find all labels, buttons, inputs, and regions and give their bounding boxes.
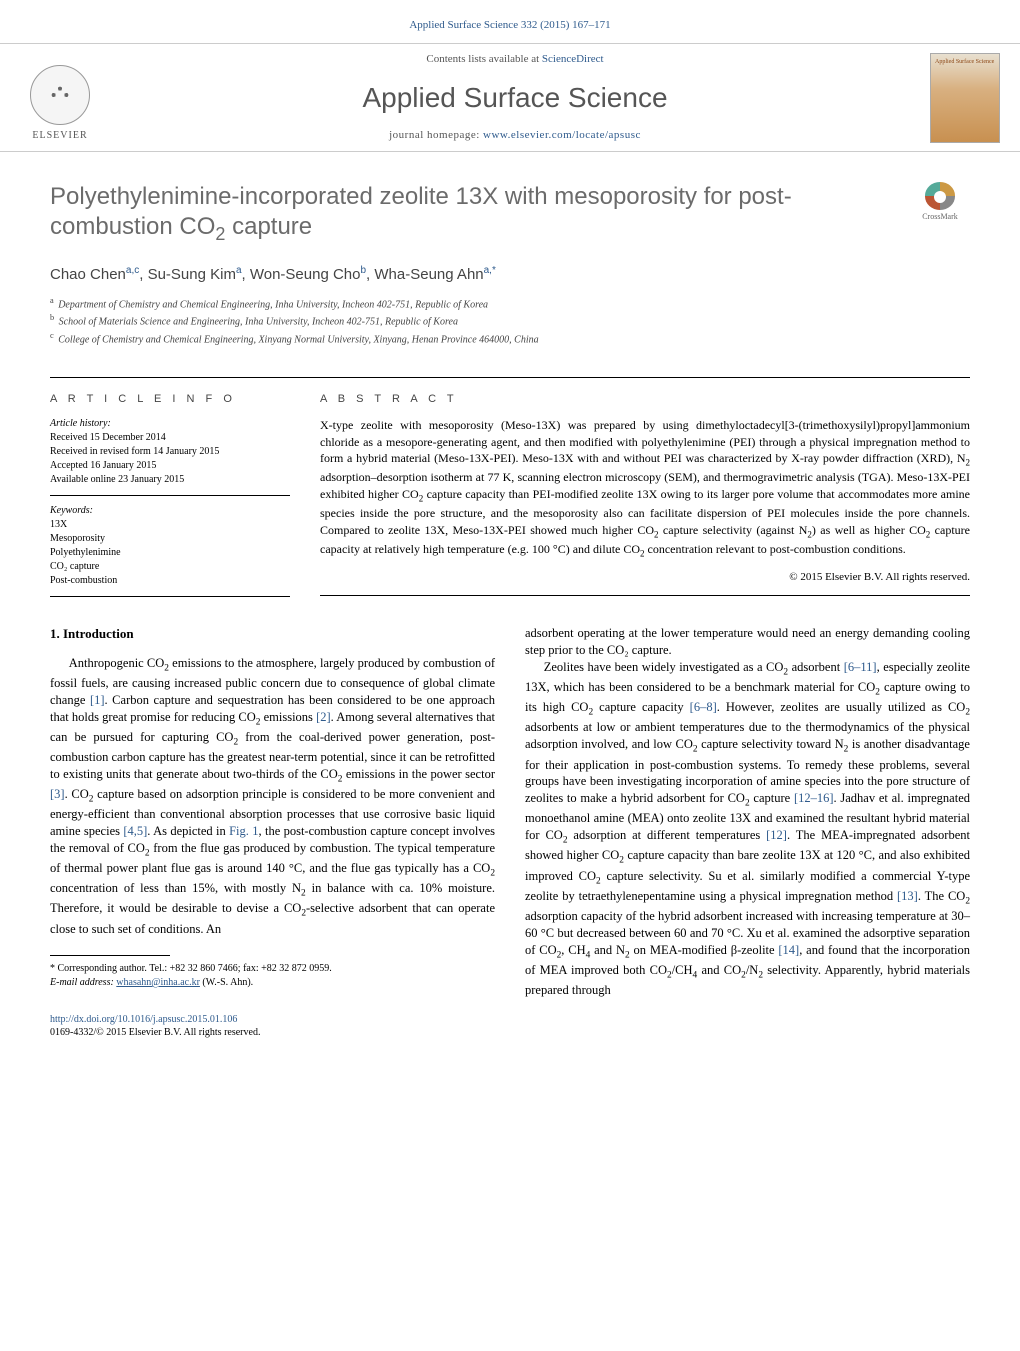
email-suffix: (W.-S. Ahn). bbox=[200, 977, 253, 988]
history-line: Received 15 December 2014 bbox=[50, 431, 290, 445]
article-info-head: A R T I C L E I N F O bbox=[50, 392, 290, 407]
journal-title: Applied Surface Science bbox=[120, 79, 910, 117]
aff-text: Department of Chemistry and Chemical Eng… bbox=[58, 299, 488, 310]
section-title: 1. Introduction bbox=[50, 625, 495, 643]
body-columns: 1. Introduction Anthropogenic CO2 emissi… bbox=[50, 625, 970, 999]
email-label: E-mail address: bbox=[50, 977, 116, 988]
article-history-block: Article history: Received 15 December 20… bbox=[50, 417, 290, 496]
aff-sup: c bbox=[50, 331, 54, 340]
aff-text: College of Chemistry and Chemical Engine… bbox=[58, 334, 538, 345]
elsevier-label: ELSEVIER bbox=[32, 129, 87, 143]
journal-reference: Applied Surface Science 332 (2015) 167–1… bbox=[0, 0, 1020, 43]
abstract-head: A B S T R A C T bbox=[320, 392, 970, 407]
contents-prefix: Contents lists available at bbox=[426, 53, 541, 65]
history-line: Accepted 16 January 2015 bbox=[50, 459, 290, 473]
crossmark-label: CrossMark bbox=[922, 212, 958, 223]
contents-line: Contents lists available at ScienceDirec… bbox=[120, 52, 910, 67]
aff-text: School of Materials Science and Engineer… bbox=[59, 317, 458, 328]
keywords-block: Keywords: 13X Mesoporosity Polyethylenim… bbox=[50, 504, 290, 597]
email-line: E-mail address: whasahn@inha.ac.kr (W.-S… bbox=[50, 976, 495, 990]
info-abstract-row: A R T I C L E I N F O Article history: R… bbox=[50, 377, 970, 597]
keyword: Mesoporosity bbox=[50, 532, 290, 546]
doi-link[interactable]: http://dx.doi.org/10.1016/j.apsusc.2015.… bbox=[50, 1013, 970, 1027]
intro-paragraph: Anthropogenic CO2 emissions to the atmos… bbox=[50, 655, 495, 938]
masthead-center: Contents lists available at ScienceDirec… bbox=[120, 52, 910, 143]
elsevier-logo: ELSEVIER bbox=[20, 53, 100, 143]
homepage-line: journal homepage: www.elsevier.com/locat… bbox=[120, 128, 910, 143]
keyword: 13X bbox=[50, 518, 290, 532]
history-line: Available online 23 January 2015 bbox=[50, 473, 290, 487]
affiliation-c: c College of Chemistry and Chemical Engi… bbox=[50, 330, 970, 347]
footnotes: * Corresponding author. Tel.: +82 32 860… bbox=[50, 962, 495, 989]
history-title: Article history: bbox=[50, 417, 290, 431]
keyword: Post-combustion bbox=[50, 574, 290, 588]
email-link[interactable]: whasahn@inha.ac.kr bbox=[116, 977, 200, 988]
keyword: Polyethylenimine bbox=[50, 546, 290, 560]
issn-line: 0169-4332/© 2015 Elsevier B.V. All right… bbox=[50, 1026, 970, 1040]
homepage-prefix: journal homepage: bbox=[389, 129, 483, 141]
affiliation-a: a Department of Chemistry and Chemical E… bbox=[50, 295, 970, 312]
keyword: CO₂ capture bbox=[50, 560, 290, 574]
abstract-copyright: © 2015 Elsevier B.V. All rights reserved… bbox=[320, 570, 970, 596]
aff-sup: a bbox=[50, 296, 54, 305]
keywords-title: Keywords: bbox=[50, 504, 290, 518]
elsevier-tree-icon bbox=[30, 65, 90, 125]
left-column: 1. Introduction Anthropogenic CO2 emissi… bbox=[50, 625, 495, 999]
sciencedirect-link[interactable]: ScienceDirect bbox=[542, 53, 604, 65]
history-line: Received in revised form 14 January 2015 bbox=[50, 445, 290, 459]
crossmark-badge[interactable]: CrossMark bbox=[910, 182, 970, 222]
masthead: ELSEVIER Contents lists available at Sci… bbox=[0, 43, 1020, 152]
article-title: Polyethylenimine-incorporated zeolite 13… bbox=[50, 182, 870, 245]
affiliation-b: b School of Materials Science and Engine… bbox=[50, 312, 970, 329]
crossmark-icon bbox=[925, 182, 955, 209]
homepage-link[interactable]: www.elsevier.com/locate/apsusc bbox=[483, 129, 641, 141]
aff-sup: b bbox=[50, 313, 54, 322]
authors: Chao Chena,c, Su-Sung Kima, Won-Seung Ch… bbox=[50, 264, 970, 285]
article-info: A R T I C L E I N F O Article history: R… bbox=[50, 378, 290, 597]
affiliations: a Department of Chemistry and Chemical E… bbox=[50, 295, 970, 347]
journal-cover-thumb: Applied Surface Science bbox=[930, 53, 1000, 143]
right-column: adsorbent operating at the lower tempera… bbox=[525, 625, 970, 999]
right-paragraph: Zeolites have been widely investigated a… bbox=[525, 659, 970, 999]
right-continuation: adsorbent operating at the lower tempera… bbox=[525, 625, 970, 659]
footnote-separator bbox=[50, 955, 170, 956]
abstract-text: X-type zeolite with mesoporosity (Meso-1… bbox=[320, 417, 970, 560]
article-header: CrossMark Polyethylenimine-incorporated … bbox=[0, 152, 1020, 357]
corresponding-author: * Corresponding author. Tel.: +82 32 860… bbox=[50, 962, 495, 976]
abstract: A B S T R A C T X-type zeolite with meso… bbox=[320, 378, 970, 597]
